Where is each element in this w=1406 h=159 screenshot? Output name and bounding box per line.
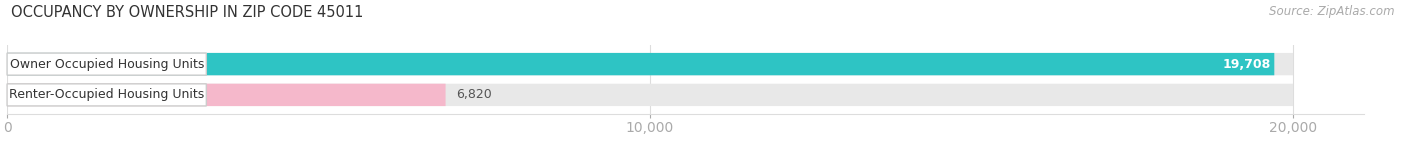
Text: 6,820: 6,820 xyxy=(456,88,492,101)
FancyBboxPatch shape xyxy=(7,84,1294,106)
FancyBboxPatch shape xyxy=(7,84,446,106)
FancyBboxPatch shape xyxy=(7,53,1294,75)
Text: Owner Occupied Housing Units: Owner Occupied Housing Units xyxy=(10,58,204,71)
FancyBboxPatch shape xyxy=(7,84,207,106)
FancyBboxPatch shape xyxy=(7,53,207,75)
Text: 19,708: 19,708 xyxy=(1222,58,1271,71)
Text: Renter-Occupied Housing Units: Renter-Occupied Housing Units xyxy=(8,88,204,101)
FancyBboxPatch shape xyxy=(7,53,1274,75)
Text: OCCUPANCY BY OWNERSHIP IN ZIP CODE 45011: OCCUPANCY BY OWNERSHIP IN ZIP CODE 45011 xyxy=(11,5,364,20)
Text: Source: ZipAtlas.com: Source: ZipAtlas.com xyxy=(1270,5,1395,18)
